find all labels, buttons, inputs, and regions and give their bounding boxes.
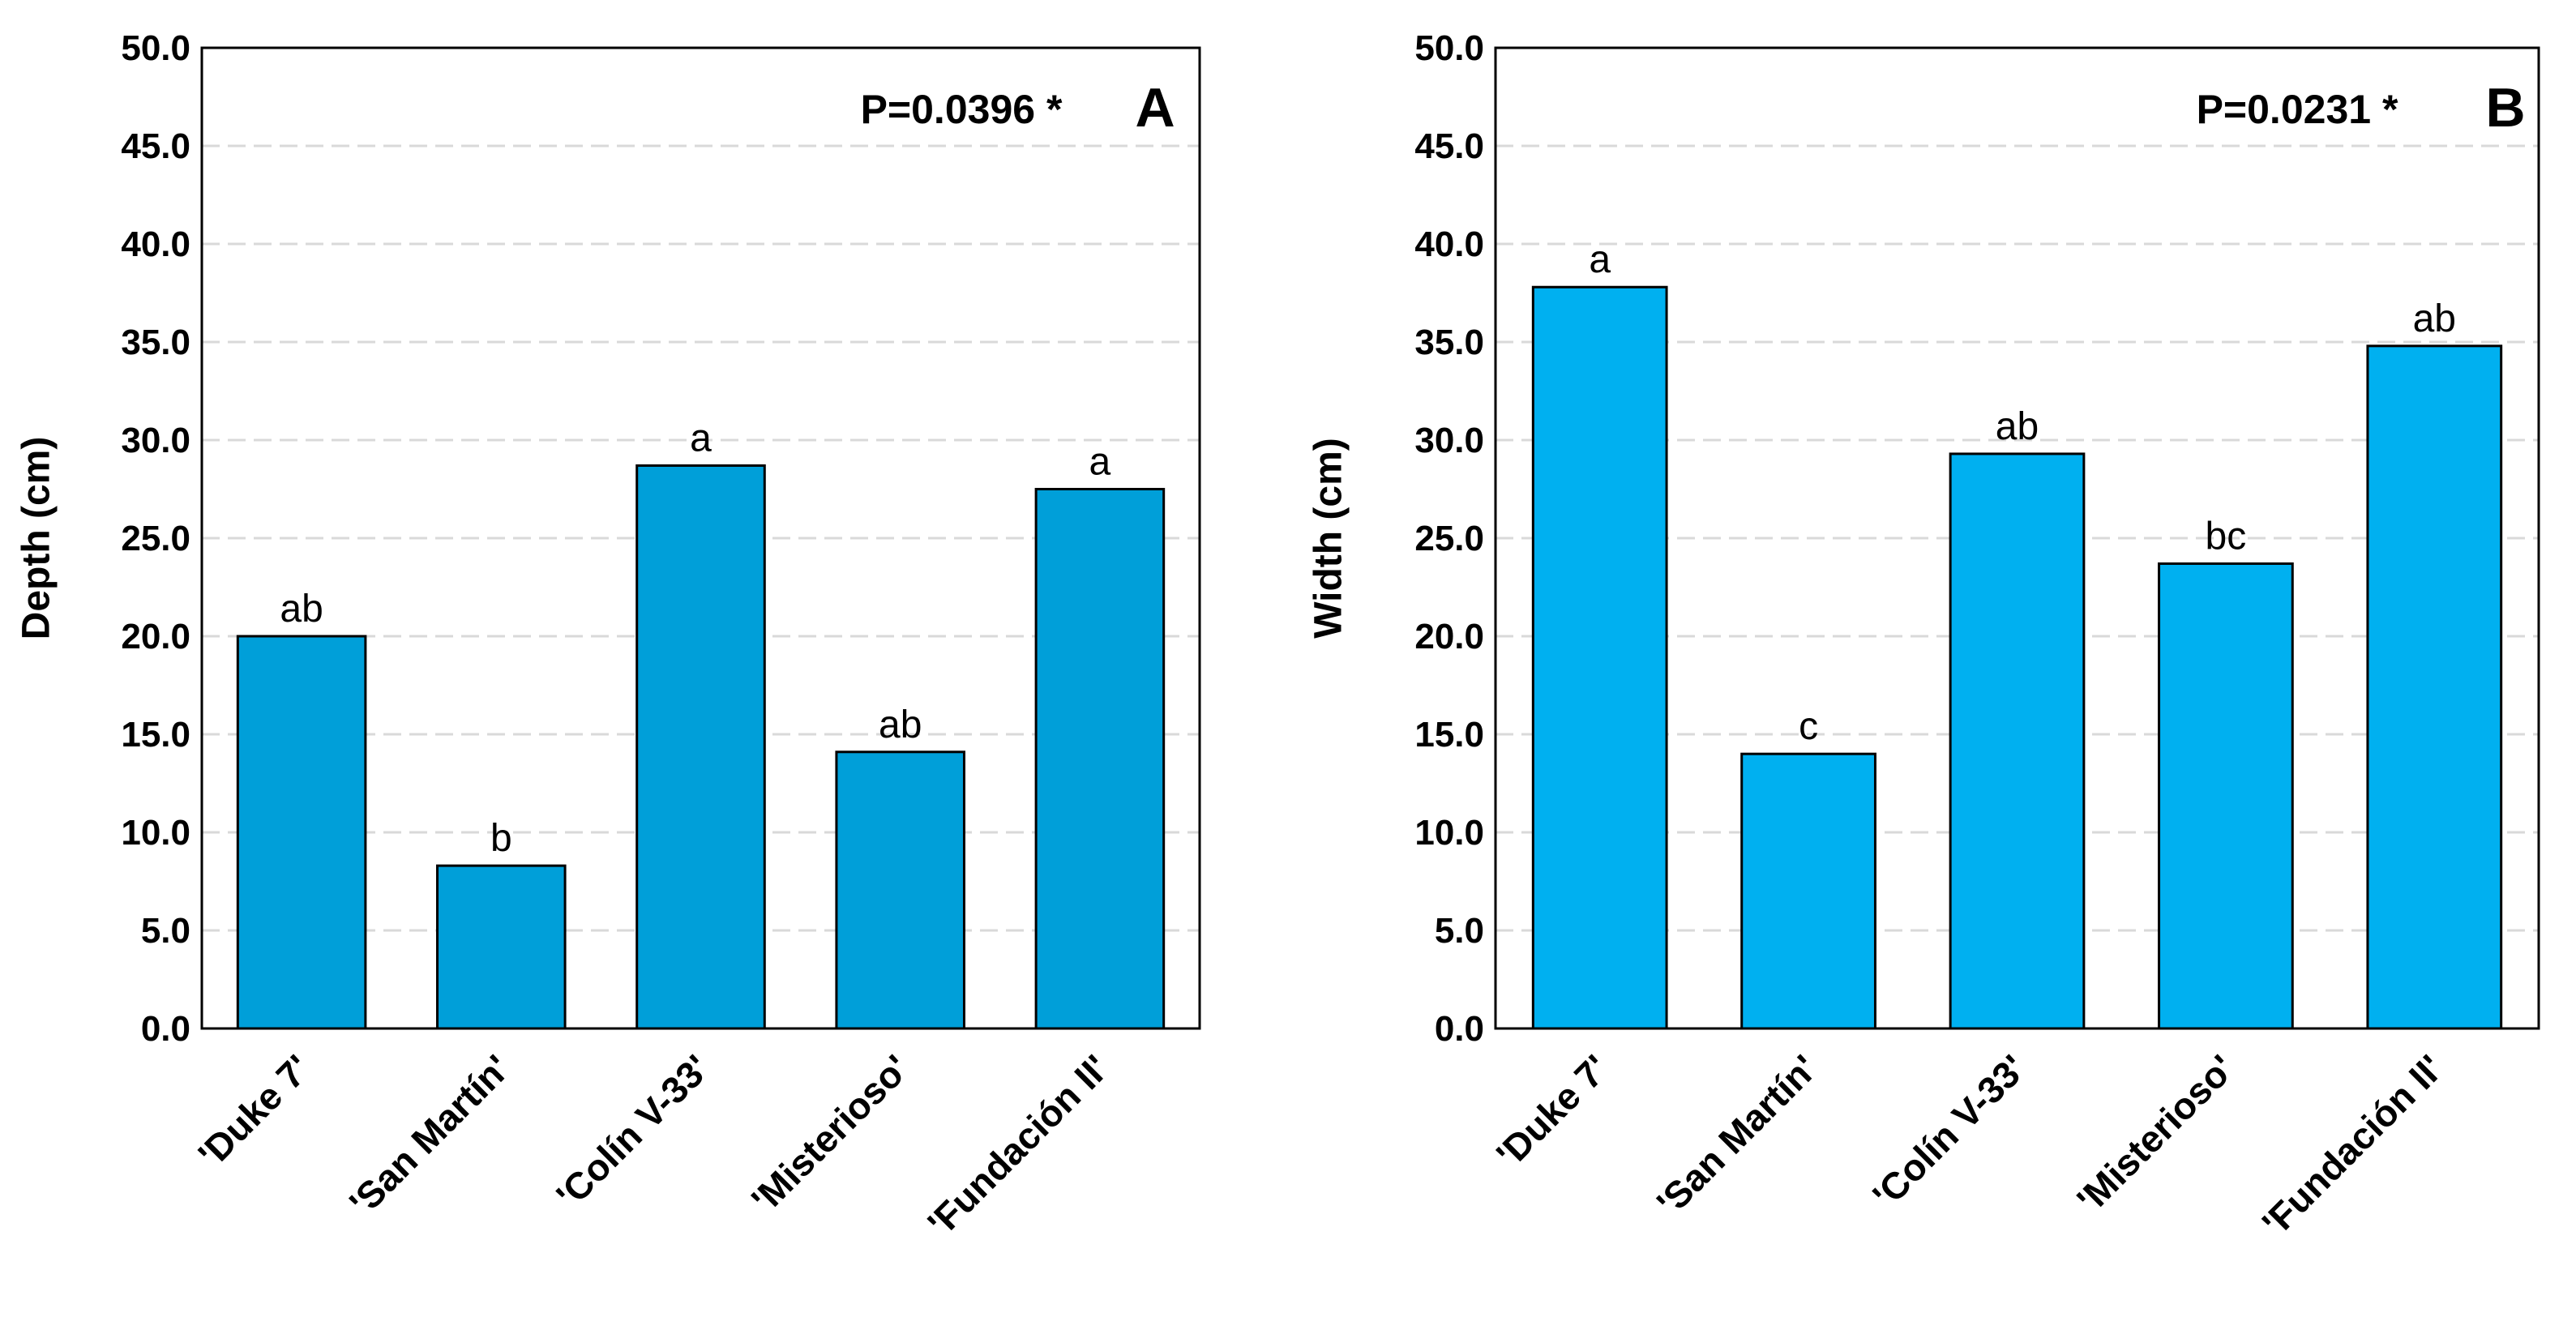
significance-letter: a (690, 417, 712, 460)
x-tick-label: 'Fundación II' (919, 1046, 1117, 1244)
significance-letter: b (490, 817, 512, 860)
y-tick-label: 0.0 (1435, 1009, 1484, 1049)
p-value-annotation: P=0.0231 * (2197, 87, 2398, 132)
bar (436, 864, 567, 1030)
y-tick-label: 35.0 (1414, 323, 1484, 362)
bar (1531, 285, 1668, 1030)
y-tick-label: 25.0 (121, 519, 190, 558)
y-tick-label: 25.0 (1414, 519, 1484, 558)
y-tick-label: 30.0 (1414, 421, 1484, 460)
y-tick-label: 15.0 (1414, 715, 1484, 755)
significance-letter: c (1799, 705, 1818, 748)
y-tick-label: 50.0 (121, 28, 190, 68)
y-tick-label: 35.0 (121, 323, 190, 362)
bar (835, 750, 965, 1030)
y-tick-label: 20.0 (121, 617, 190, 656)
bar (2158, 562, 2294, 1030)
significance-letter: ab (879, 703, 922, 746)
y-tick-label: 10.0 (121, 813, 190, 853)
plot-frame (1494, 46, 2540, 1030)
x-tick-label: 'San Martín' (1649, 1046, 1826, 1224)
x-tick-label: 'Fundación II' (2254, 1046, 2452, 1244)
y-tick-label: 5.0 (141, 911, 190, 951)
bar (1740, 752, 1876, 1030)
plot-frame (200, 46, 1201, 1030)
y-tick-label: 50.0 (1414, 28, 1484, 68)
p-value-annotation: P=0.0396 * (861, 87, 1063, 132)
y-tick-label: 20.0 (1414, 617, 1484, 656)
bar (635, 464, 766, 1030)
bar (1034, 488, 1166, 1030)
significance-letter: a (1089, 441, 1111, 484)
x-tick-label: 'Duke 7' (1488, 1046, 1617, 1175)
significance-letter: a (1589, 238, 1611, 281)
panel-letter: A (1135, 77, 1175, 139)
panel-letter: B (2485, 77, 2525, 139)
y-axis-title: Width (cm) (1307, 438, 1350, 639)
significance-letter: ab (1996, 405, 2039, 448)
significance-letter: ab (280, 588, 323, 631)
y-tick-label: 0.0 (141, 1009, 190, 1049)
significance-letter: bc (2206, 515, 2247, 558)
x-tick-label: 'Duke 7' (190, 1046, 319, 1175)
y-tick-label: 30.0 (121, 421, 190, 460)
bar (1949, 452, 2086, 1030)
x-tick-label: 'Colín V-33' (1864, 1046, 2034, 1216)
y-tick-label: 5.0 (1435, 911, 1484, 951)
significance-letter: ab (2413, 297, 2456, 340)
x-tick-label: 'Misterioso' (2069, 1046, 2243, 1221)
x-tick-label: 'Misterioso' (743, 1046, 918, 1221)
y-tick-label: 45.0 (1414, 126, 1484, 166)
y-tick-label: 40.0 (1414, 224, 1484, 264)
y-axis-title: Depth (cm) (15, 437, 58, 640)
bar (2366, 344, 2503, 1030)
y-tick-label: 45.0 (121, 126, 190, 166)
y-tick-label: 15.0 (121, 715, 190, 755)
bar (236, 635, 367, 1030)
y-tick-label: 10.0 (1414, 813, 1484, 853)
x-tick-label: 'Colín V-33' (548, 1046, 717, 1216)
x-tick-label: 'San Martín' (341, 1046, 519, 1224)
y-tick-label: 40.0 (121, 224, 190, 264)
